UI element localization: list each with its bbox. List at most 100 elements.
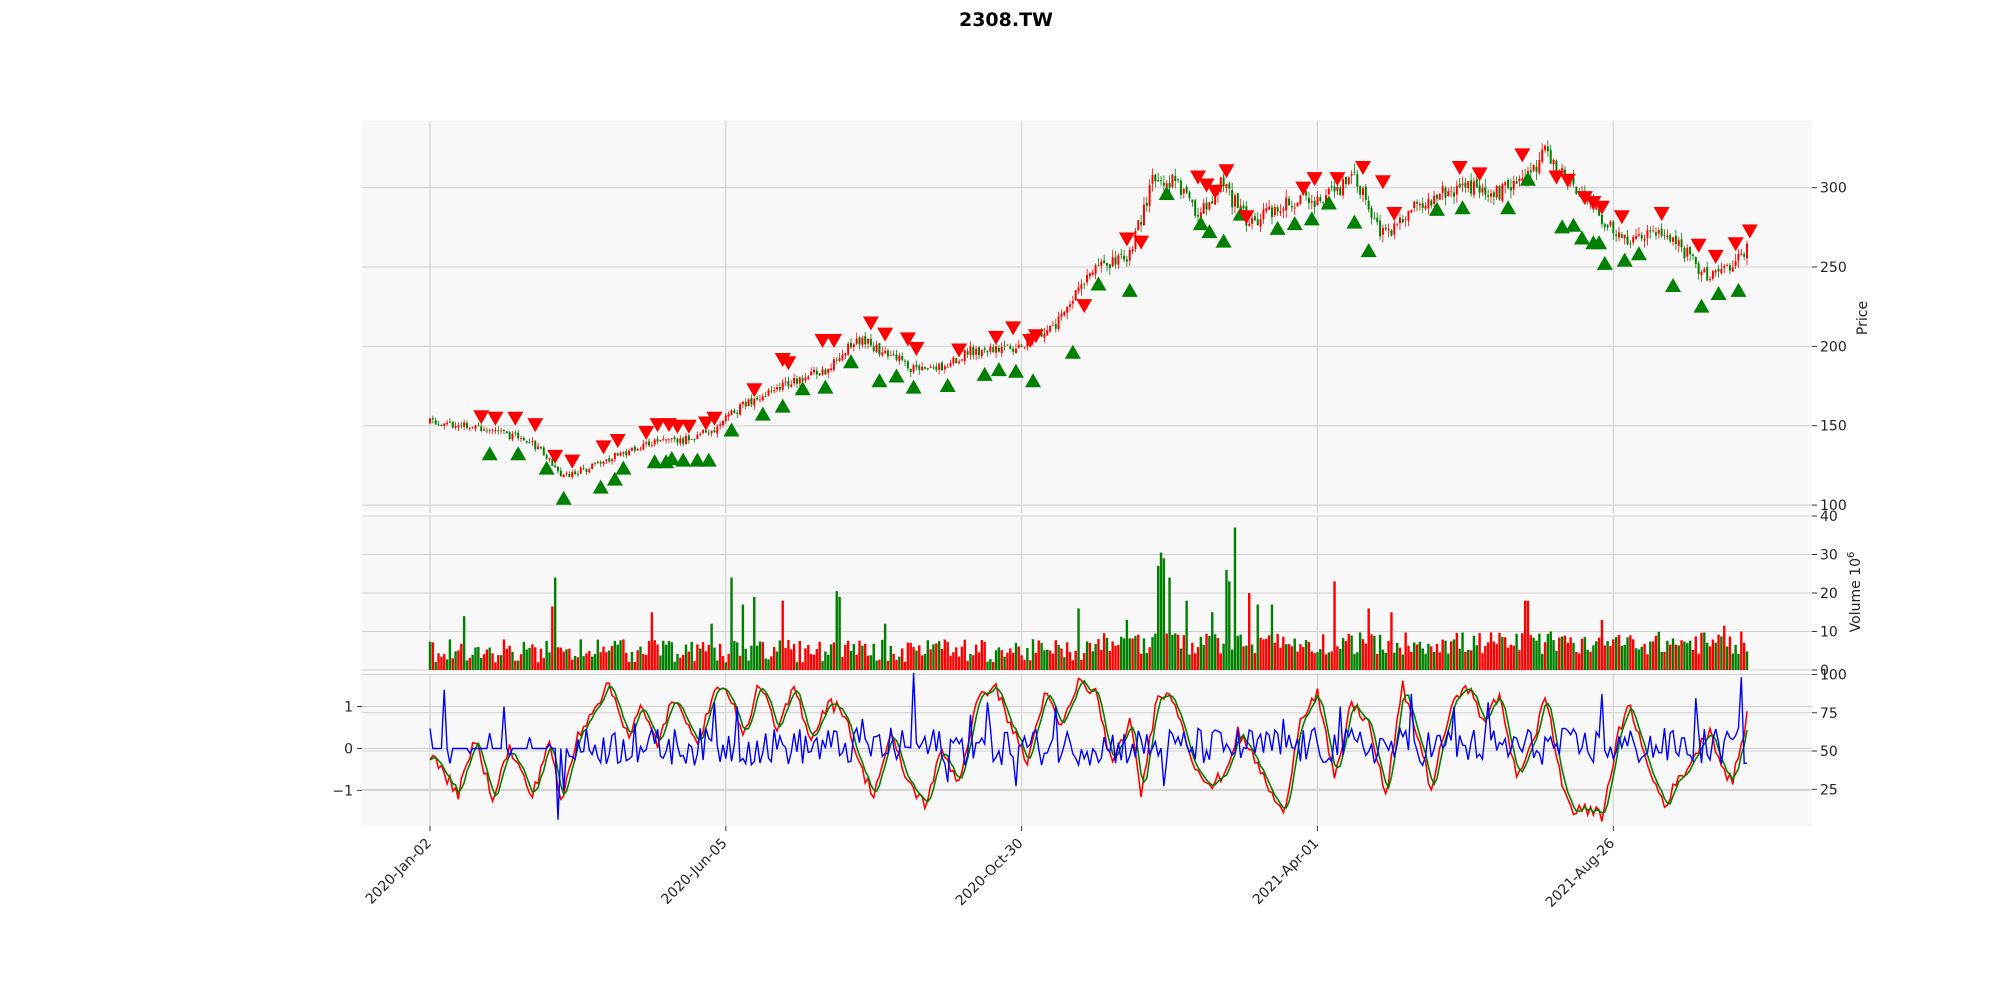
volume-bar bbox=[974, 644, 978, 670]
candle-body bbox=[1737, 253, 1740, 261]
volume-bar bbox=[909, 642, 912, 670]
volume-bar bbox=[536, 662, 540, 670]
sell-marker bbox=[1451, 161, 1468, 176]
volume-bar bbox=[1714, 642, 1717, 670]
candle-body bbox=[1080, 284, 1083, 289]
volume-bar bbox=[1199, 636, 1203, 670]
volume-bar bbox=[1051, 653, 1055, 670]
candle-body bbox=[881, 352, 884, 356]
sell-marker bbox=[507, 411, 524, 426]
volume-bar bbox=[1560, 636, 1564, 670]
candle-body bbox=[639, 448, 642, 450]
candle-body bbox=[1197, 215, 1200, 217]
volume-bar bbox=[787, 639, 790, 670]
sell-marker bbox=[1559, 173, 1576, 188]
volume-bar bbox=[1270, 604, 1274, 670]
candle-body bbox=[1743, 254, 1746, 257]
candle-body bbox=[938, 363, 941, 370]
candle-body bbox=[1407, 210, 1410, 221]
volume-bar bbox=[1415, 644, 1419, 670]
oscillator-line bbox=[429, 672, 1748, 820]
candle-body bbox=[611, 459, 614, 462]
candle-body bbox=[1236, 193, 1239, 208]
sell-marker bbox=[1374, 175, 1391, 190]
volume-bar bbox=[872, 643, 875, 670]
volume-bar bbox=[650, 612, 654, 670]
sell-marker bbox=[1076, 299, 1093, 314]
volume-bar bbox=[1009, 648, 1012, 670]
volume-bar bbox=[1728, 636, 1732, 670]
candle-body bbox=[650, 444, 653, 446]
candle-body bbox=[921, 366, 924, 370]
volume-bar bbox=[920, 655, 924, 670]
volume-bar bbox=[1094, 643, 1097, 670]
candle-body bbox=[619, 452, 622, 456]
candle-body bbox=[1396, 223, 1399, 225]
volume-bar bbox=[1398, 647, 1402, 670]
oscillator-left-tick-label: 0 bbox=[344, 741, 353, 757]
volume-bar bbox=[1139, 653, 1143, 670]
volume-bar bbox=[1580, 638, 1584, 670]
candle-body bbox=[1663, 235, 1666, 237]
volume-bar bbox=[1523, 600, 1527, 670]
candle-body bbox=[1327, 188, 1330, 194]
volume-bar bbox=[1688, 640, 1692, 670]
volume-bar bbox=[849, 650, 853, 670]
candle-body bbox=[1228, 183, 1231, 189]
candle-body bbox=[1040, 332, 1043, 337]
chart-title: 2308.TW bbox=[959, 9, 1053, 31]
price-y-tick-label: 150 bbox=[1820, 419, 1847, 435]
oscillator-right-tick-label: 100 bbox=[1820, 668, 1847, 684]
candle-body bbox=[1629, 243, 1632, 245]
volume-bar bbox=[795, 662, 799, 670]
candle-body bbox=[1595, 206, 1598, 210]
candle-body bbox=[576, 473, 579, 475]
buy-marker bbox=[905, 379, 922, 394]
volume-bar bbox=[912, 647, 915, 670]
candle-body bbox=[1350, 173, 1353, 176]
volume-bar bbox=[1620, 645, 1624, 670]
candle-body bbox=[520, 438, 523, 439]
sell-marker bbox=[877, 327, 894, 342]
candle-body bbox=[886, 350, 889, 357]
candle-body bbox=[1265, 208, 1268, 212]
buy-marker bbox=[1630, 246, 1647, 261]
volume-bar bbox=[861, 645, 864, 670]
volume-bar bbox=[915, 650, 918, 670]
candle-body bbox=[1259, 219, 1262, 227]
candle-body bbox=[696, 434, 699, 439]
volume-bar bbox=[989, 659, 992, 670]
candle-body bbox=[807, 376, 810, 379]
candle-body bbox=[1336, 187, 1339, 191]
candle-body bbox=[776, 387, 779, 390]
candle-body bbox=[1185, 186, 1188, 193]
candle-body bbox=[571, 472, 574, 478]
candle-body bbox=[1208, 202, 1211, 210]
candle-body bbox=[1512, 180, 1515, 190]
volume-bar bbox=[1006, 652, 1009, 670]
volume-bar bbox=[1515, 633, 1518, 670]
volume-bar bbox=[1176, 634, 1180, 670]
candle-body bbox=[1103, 260, 1106, 264]
buy-marker bbox=[1596, 255, 1613, 270]
candle-body bbox=[1717, 269, 1720, 272]
sell-marker bbox=[487, 411, 504, 426]
volume-bar bbox=[926, 640, 929, 670]
volume-bar bbox=[935, 643, 938, 670]
volume-bar bbox=[875, 660, 878, 670]
candle-body bbox=[1003, 345, 1006, 347]
candle-body bbox=[1731, 267, 1734, 272]
volume-bar bbox=[1023, 659, 1026, 670]
candle-body bbox=[1339, 187, 1342, 195]
candle-body bbox=[1083, 283, 1086, 285]
volume-bar bbox=[1063, 657, 1066, 670]
candle-body bbox=[997, 347, 1000, 352]
candle-body bbox=[943, 366, 946, 370]
candle-body bbox=[1157, 180, 1160, 182]
volume-bar bbox=[1467, 649, 1470, 670]
candle-body bbox=[494, 430, 497, 431]
volume-bar bbox=[781, 600, 784, 670]
candle-body bbox=[454, 425, 457, 428]
candle-body bbox=[733, 410, 736, 413]
volume-bar bbox=[957, 656, 961, 670]
